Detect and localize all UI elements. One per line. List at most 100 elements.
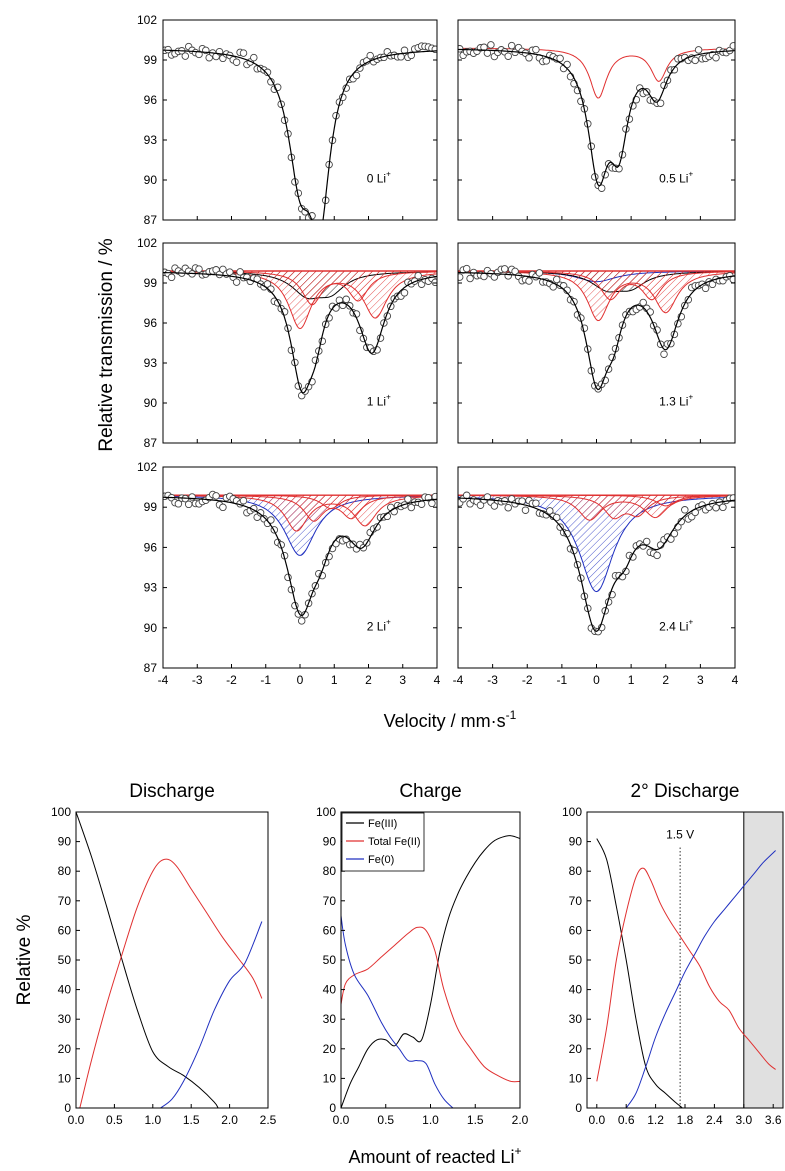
bottom-x-axis-label-main: Amount of reacted Li (348, 1147, 514, 1167)
y-tick-label: 20 (58, 1042, 72, 1056)
data-point (345, 302, 354, 310)
y-tick-label: 80 (58, 864, 72, 878)
y-tick-label: 10 (569, 1071, 583, 1085)
x-tick-label: -4 (158, 673, 169, 687)
y-tick-label: 80 (569, 864, 583, 878)
data-point (504, 503, 512, 512)
sample-label-main: 0 Li (367, 172, 386, 186)
y-tick-label: 80 (323, 864, 337, 878)
x-tick-label: 2 (365, 673, 372, 687)
x-tick-label: 3.0 (735, 1113, 752, 1127)
y-tick-label: 70 (323, 894, 337, 908)
y-tick-label: 87 (144, 436, 158, 450)
y-tick-label: 30 (323, 1012, 337, 1026)
x-tick-label: -1 (260, 673, 271, 687)
x-tick-label: -3 (487, 673, 498, 687)
y-tick-label: 99 (144, 276, 158, 290)
mossbauer-panel: -4 -3 -2 -1 0 1 2 3 4 2.4 Li+ (453, 466, 739, 687)
component-hatch (458, 495, 735, 506)
y-tick-label: 90 (144, 173, 158, 187)
data-point (642, 537, 651, 546)
y-tick-label: 93 (144, 133, 158, 147)
fraction-panel: 1.5 V 0 10 20 30 40 50 60 70 80 90 100 0.0 0.6 1.2 1.8 2… (562, 781, 784, 1127)
data-point (431, 278, 437, 287)
data-point (466, 274, 474, 283)
data-point (256, 509, 265, 517)
x-tick-label: 1.5 (183, 1113, 200, 1127)
x-tick-label: -3 (192, 673, 203, 687)
data-point (670, 65, 679, 74)
sample-label-sup: + (386, 393, 391, 402)
data-point (181, 52, 190, 60)
y-tick-label: 10 (58, 1071, 72, 1085)
y-tick-label: 30 (58, 1012, 72, 1026)
legend-entry: Fe(0) (368, 854, 394, 866)
data-point (712, 53, 720, 62)
fit-curve (458, 48, 735, 187)
x-tick-label: -2 (522, 673, 533, 687)
legend: Fe(III) Total Fe(II) Fe(0) (341, 812, 425, 872)
data-point (552, 513, 561, 522)
data-point (719, 503, 727, 512)
y-tick-label: 102 (137, 236, 157, 250)
data-point (414, 271, 422, 280)
x-tick-label: 0.0 (588, 1113, 605, 1127)
mossbauer-panel: 0.5 Li+ (457, 19, 736, 221)
fraction-panel: 0 10 20 30 40 50 60 70 80 90 100 0.0 0.5 1.0 1.5 2.0 2.5… (51, 781, 277, 1127)
x-tick-label: 1.0 (144, 1113, 161, 1127)
sample-label-sup: + (688, 170, 693, 179)
data-point (532, 499, 540, 507)
data-point (656, 99, 665, 107)
data-point (660, 350, 668, 358)
y-tick-label: 10 (323, 1071, 337, 1085)
x-tick-label: 0.5 (377, 1113, 394, 1127)
data-point (556, 54, 564, 63)
data-point (366, 51, 374, 60)
data-point (504, 52, 512, 60)
y-tick-label: 90 (144, 621, 158, 635)
data-point (232, 58, 241, 66)
data-point (167, 273, 176, 282)
sample-label-sup: + (386, 170, 391, 179)
x-tick-label: 0.6 (618, 1113, 635, 1127)
shaded-region (743, 811, 784, 1109)
data-point (400, 289, 409, 297)
panel-title: 2° Discharge (631, 781, 740, 802)
data-point (729, 275, 735, 284)
data-point (226, 268, 234, 276)
data-point (407, 503, 416, 512)
data-point (404, 495, 412, 503)
data-point (267, 516, 275, 524)
x-tick-label: 1.0 (422, 1113, 439, 1127)
y-tick-label: 60 (58, 923, 72, 937)
y-tick-label: 60 (323, 923, 337, 937)
x-tick-label: 2 (662, 673, 669, 687)
y-tick-label: 102 (137, 460, 157, 474)
y-tick-label: 40 (58, 983, 72, 997)
x-tick-label: 3 (697, 673, 704, 687)
y-tick-label: 70 (58, 894, 72, 908)
fit-curve (458, 497, 735, 632)
x-tick-label: -4 (453, 673, 464, 687)
x-tick-label: -2 (226, 673, 237, 687)
sample-label-main: 0.5 Li (659, 172, 688, 186)
series-line (625, 850, 776, 1109)
mossbauer-panel: 87 90 93 96 99 102 0 Li+ (137, 13, 438, 237)
sample-label: 2 Li+ (367, 617, 391, 633)
data-point (239, 49, 248, 57)
series-line (596, 867, 776, 1082)
data-point (535, 269, 544, 277)
data-point (219, 503, 227, 512)
data-point (316, 230, 323, 237)
data-point (504, 272, 512, 280)
y-tick-label: 20 (569, 1042, 583, 1056)
sample-label-sup: + (688, 617, 693, 626)
voltage-label: 1.5 V (666, 828, 694, 842)
plot-area (458, 41, 735, 192)
x-tick-label: -1 (557, 673, 568, 687)
data-point (694, 46, 703, 54)
data-point (236, 268, 244, 276)
fraction-panel: 0 10 20 30 40 50 60 70 80 90 100 0.0 0.5 1.0 1.5 2.0 Cha… (316, 781, 529, 1127)
y-tick-label: 100 (316, 805, 336, 819)
